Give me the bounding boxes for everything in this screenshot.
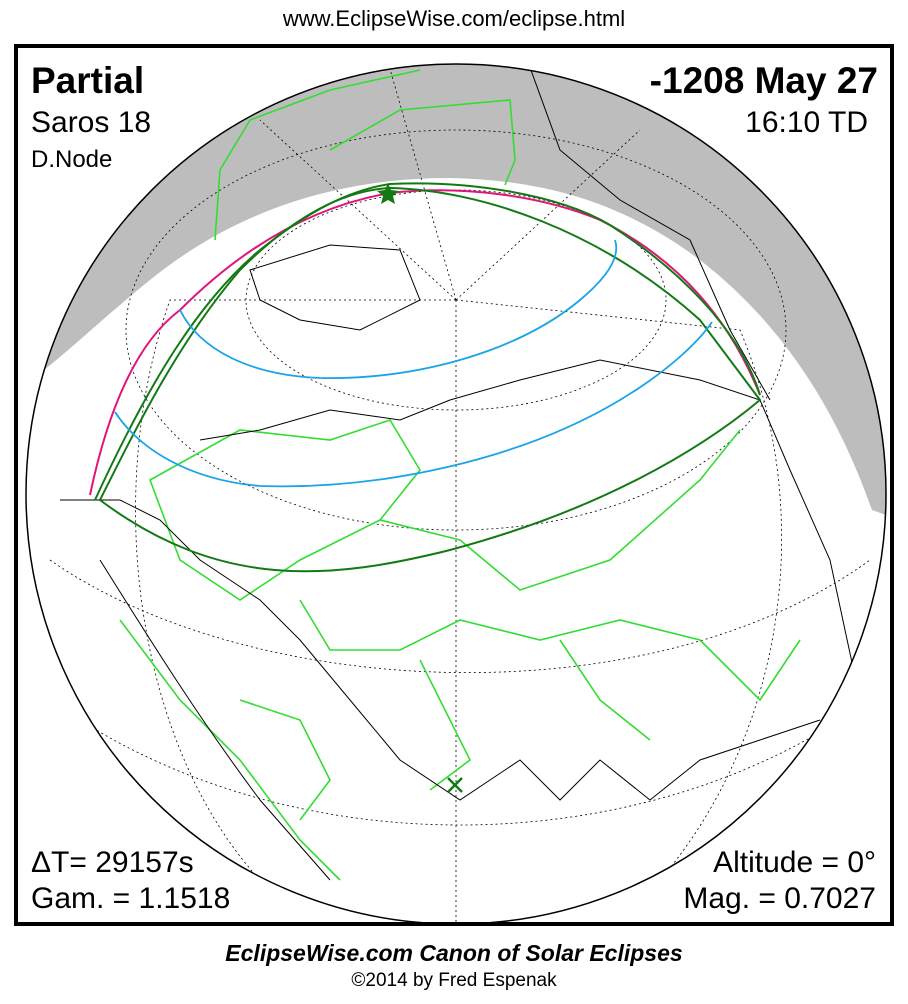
greatest-eclipse-star-icon <box>377 183 399 204</box>
night-region <box>26 64 886 520</box>
delta-t: ΔT= 29157s <box>31 846 194 879</box>
rise-set-curve-outer <box>94 182 761 501</box>
coastlines <box>60 64 861 881</box>
footer-copyright: ©2014 by Fred Espenak <box>351 970 557 991</box>
eclipse-type: Partial <box>31 60 145 101</box>
node: D.Node <box>31 146 113 173</box>
subsolar-x-icon <box>447 777 463 793</box>
gamma: Gam. = 1.1518 <box>31 882 231 915</box>
country-borders <box>119 69 801 881</box>
globe-disc <box>26 64 886 922</box>
eclipse-map-frame: Partial -1208 May 27 Saros 18 16:10 TD D… <box>14 44 894 926</box>
saros-number: Saros 18 <box>31 106 152 139</box>
eclipse-time: 16:10 TD <box>745 106 868 139</box>
graticule <box>49 64 871 922</box>
magnitude-curves <box>114 239 713 488</box>
magnitude: Mag. = 0.7027 <box>683 882 876 915</box>
rise-set-curve-inner <box>99 186 762 573</box>
globe-map <box>25 63 887 922</box>
globe-outline <box>25 63 887 922</box>
footer-title: EclipseWise.com Canon of Solar Eclipses <box>225 940 683 966</box>
eclipse-date: -1208 May 27 <box>649 60 878 101</box>
altitude: Altitude = 0° <box>713 846 876 879</box>
source-url: www.EclipseWise.com/eclipse.html <box>282 6 626 31</box>
